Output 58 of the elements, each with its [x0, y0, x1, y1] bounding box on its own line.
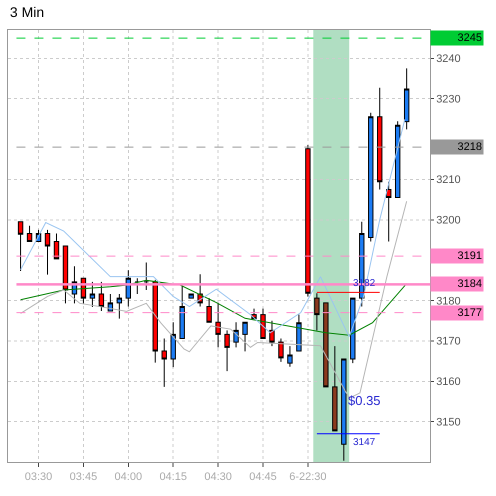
- candlestick: [287, 346, 293, 368]
- candlestick: [162, 338, 167, 388]
- candlestick: [215, 302, 221, 348]
- x-tick-label: 04:15: [159, 471, 187, 484]
- candlestick: [116, 294, 122, 320]
- x-tick-label: 6-22:30: [289, 471, 327, 484]
- x-tick-label: 03:45: [70, 471, 98, 484]
- candlestick: [233, 322, 239, 348]
- candlestick: [278, 338, 284, 362]
- candlestick: [26, 225, 32, 242]
- candlestick: [314, 292, 320, 331]
- candlestick: [134, 278, 140, 295]
- chart-title: 3 Min: [10, 4, 44, 20]
- candlestick: [18, 221, 24, 272]
- candlestick: [108, 294, 114, 312]
- candlestick: [224, 330, 230, 372]
- y-tick-label: 3160: [436, 376, 461, 388]
- candlestick: [44, 229, 50, 276]
- candlestick: [54, 232, 60, 260]
- ref-line-label: 3191: [458, 250, 482, 262]
- x-tick-label: 04:00: [114, 471, 142, 484]
- candlestick: [144, 262, 149, 291]
- y-tick-label: 3210: [436, 174, 461, 186]
- candlestick: [377, 87, 382, 190]
- candlestick: [90, 281, 96, 308]
- ref-line-label: 3177: [458, 307, 482, 319]
- x-tick-label: 03:30: [24, 471, 52, 484]
- y-tick-label: 3230: [436, 93, 461, 106]
- candlestick: [206, 298, 212, 323]
- line-series: [20, 280, 408, 336]
- candlestick: [323, 302, 329, 388]
- y-tick-label: 3150: [436, 416, 461, 428]
- candlestick: [368, 112, 374, 242]
- annotation: 3147: [353, 437, 376, 448]
- x-tick-label: 04:30: [204, 471, 232, 484]
- candlestick: [179, 285, 185, 339]
- y-tick-label: 3240: [436, 53, 461, 66]
- candlestick: [341, 358, 346, 462]
- candlestick: [296, 314, 302, 352]
- y-tick-label: 3200: [436, 214, 461, 227]
- candlestick: [98, 281, 104, 312]
- x-tick-label: 04:45: [249, 471, 277, 484]
- candlestick: [350, 298, 356, 364]
- candlestick: [170, 322, 176, 368]
- candlestick: [394, 120, 400, 198]
- candlestick: [386, 181, 392, 242]
- y-tick-label: 3180: [436, 295, 461, 308]
- annotation: $0.35: [348, 393, 381, 408]
- ref-line-label: 3218: [458, 141, 482, 153]
- candlestick: [242, 322, 248, 352]
- candlestick: [404, 68, 410, 130]
- line-series: [20, 118, 406, 338]
- y-tick-label: 3170: [436, 336, 461, 348]
- candlestick: [332, 346, 338, 432]
- candlestick: [188, 294, 194, 299]
- ref-line-label: 3245: [458, 32, 482, 44]
- ref-line-label: 3184: [458, 278, 482, 290]
- candlestick: [152, 279, 158, 364]
